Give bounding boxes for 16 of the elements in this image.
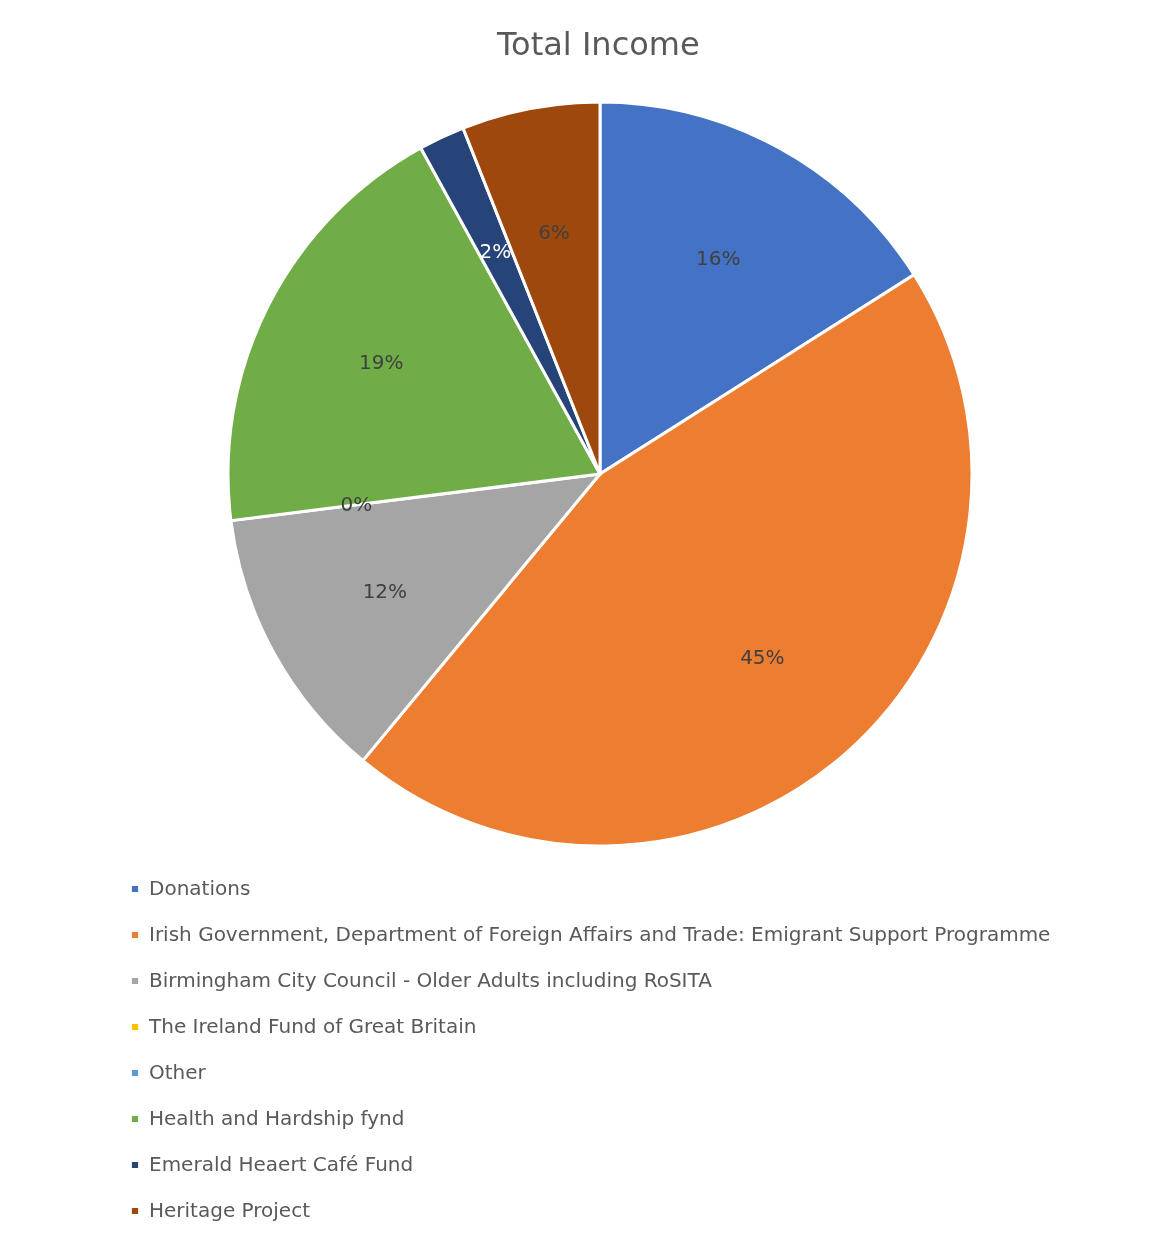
data-label: 45% (740, 645, 785, 670)
text: 0% (340, 491, 373, 516)
legend-label: Irish Government, Department of Foreign Affairs and Trade: Emigrant Support Programme (149, 922, 1051, 946)
legend-label: Emerald Heaert Café Fund (149, 1152, 414, 1176)
data-label: 19% (359, 349, 404, 374)
legend-label: Other (149, 1060, 207, 1084)
legend-label: Health and Hardship fynd (149, 1106, 405, 1130)
legend-label: Birmingham City Council - Older Adults including RoSITA (149, 968, 713, 992)
data-label: 6% (538, 219, 570, 244)
data-label: 2% (479, 238, 512, 263)
legend-label: Heritage Project (149, 1198, 311, 1222)
data-label: 12% (362, 579, 408, 604)
legend-label: Donations (149, 876, 251, 900)
legend-label: The Ireland Fund of Great Britain (148, 1014, 477, 1038)
data-label: 16% (696, 245, 741, 270)
chart-title: Total Income (496, 25, 700, 63)
